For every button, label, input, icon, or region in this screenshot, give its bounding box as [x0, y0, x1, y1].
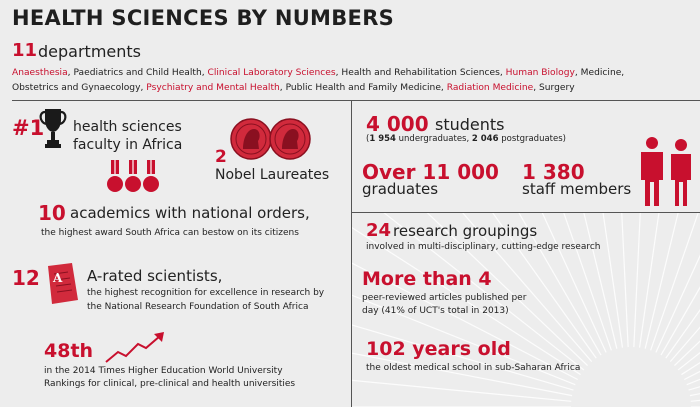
postgrad-count: 2 046	[471, 134, 499, 144]
departments-count: 11	[12, 40, 38, 61]
department-item: Radiation Medicine	[446, 83, 534, 93]
graduates-count: Over 11 000	[362, 160, 499, 184]
arated-label: A-rated scientists,	[87, 267, 223, 285]
ranking-sub1: in the 2014 Times Higher Education World…	[44, 366, 283, 376]
research-label: research groupings	[393, 222, 538, 240]
department-item: Health and Rehabilitation Sciences	[341, 68, 500, 78]
articles-sub1: peer-reviewed articles published per	[362, 293, 527, 303]
department-item: Obstetrics and Gynaecology	[12, 83, 141, 93]
a-grade-paper-icon: A	[48, 263, 78, 304]
departments-label: departments	[38, 42, 141, 61]
people-icon	[641, 137, 691, 206]
sunburst-rays	[351, 212, 700, 407]
divider-horizontal	[12, 100, 700, 101]
ranking-number: 48th	[44, 340, 94, 362]
departments-list: Anaesthesia, Paediatrics and Child Healt…	[12, 68, 625, 93]
svg-text:A: A	[52, 271, 63, 285]
department-item: Clinical Laboratory Sciences	[207, 68, 336, 78]
department-item: Human Biology	[505, 68, 575, 78]
school-age: 102 years old	[366, 338, 511, 360]
academics-sub: the highest award South Africa can besto…	[41, 228, 299, 238]
department-item: Paediatrics and Child Health	[73, 68, 202, 78]
postgrad-label: postgraduates	[501, 134, 563, 144]
academics-count: 10	[38, 201, 66, 225]
students-breakdown: (1 954 undergraduates, 2 046 postgraduat…	[366, 134, 566, 144]
research-sub: involved in multi-disciplinary, cutting-…	[366, 242, 601, 252]
arated-sub1: the highest recognition for excellence i…	[87, 288, 325, 298]
department-item: Anaesthesia	[12, 68, 68, 78]
department-item: Public Health and Family Medicine	[285, 83, 441, 93]
department-item: Surgery	[539, 83, 575, 93]
graduates-label: graduates	[362, 180, 439, 198]
academics-label: academics with national orders,	[70, 204, 310, 222]
nobel-label: Nobel Laureates	[215, 167, 330, 183]
medals-icon	[107, 160, 159, 192]
students-label: students	[435, 115, 505, 134]
divider-right-panel	[351, 212, 700, 213]
ranking-sub2: Rankings for clinical, pre-clinical and …	[44, 379, 296, 389]
department-item: Psychiatry and Mental Health	[146, 83, 280, 93]
nobel-count: 2	[215, 147, 227, 167]
rank-number: #1	[12, 116, 45, 140]
rank-label-line1: health sciences	[73, 119, 182, 135]
arated-count: 12	[12, 266, 40, 290]
undergrad-label: undergraduates,	[398, 134, 470, 144]
nobel-medal-icon	[230, 118, 311, 160]
students-count: 4 000	[366, 112, 429, 136]
rank-label-line2: faculty in Africa	[73, 137, 183, 153]
divider-vertical	[351, 100, 352, 407]
school-sub: the oldest medical school in sub-Saharan…	[366, 363, 581, 373]
rising-arrow-icon	[105, 332, 164, 363]
page-title: HEALTH SCIENCES BY NUMBERS	[12, 6, 395, 30]
staff-label: staff members	[522, 180, 632, 198]
staff-count: 1 380	[522, 160, 585, 184]
articles-count: More than 4	[362, 268, 492, 290]
department-item: Medicine	[580, 68, 622, 78]
undergrad-count: 1 954	[369, 134, 396, 144]
articles-sub2: day (41% of UCT's total in 2013)	[362, 306, 509, 316]
arated-sub2: the National Research Foundation of Sout…	[87, 302, 309, 312]
research-count: 24	[366, 220, 392, 241]
trophy-icon	[39, 109, 67, 148]
